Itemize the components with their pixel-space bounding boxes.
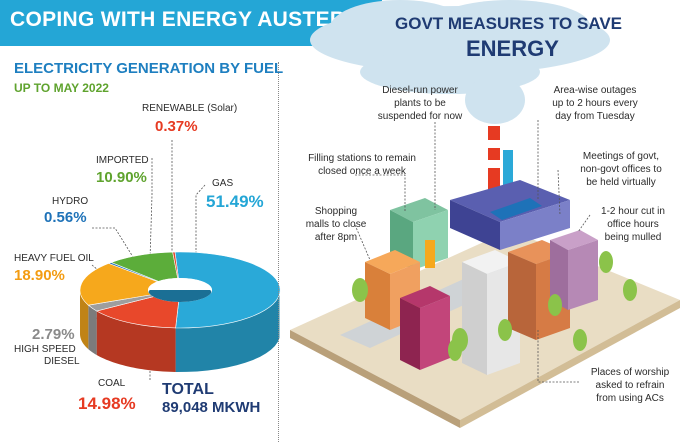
chart-title: ELECTRICITY GENERATION BY FUEL <box>14 60 284 77</box>
label-renewable: RENEWABLE (Solar) <box>142 103 238 114</box>
cloud-shape <box>310 0 610 124</box>
label-hydro: HYDRO <box>52 196 89 207</box>
label-heavy-fuel-oil: HEAVY FUEL OIL <box>14 253 94 264</box>
slice-side-1 <box>96 311 176 372</box>
slice-coal <box>95 289 181 329</box>
note-office: 1-2 hour cut in office hours being mulled <box>601 206 665 243</box>
total-label: TOTAL <box>162 381 214 398</box>
note-outages: Area-wise outages up to 2 hours every day … <box>552 85 638 122</box>
city-illustration <box>290 0 680 428</box>
value-heavy-fuel-oil: 18.90% <box>14 267 65 284</box>
slice-side-0 <box>175 293 280 372</box>
note-filling: Filling stations to remain closed once a … <box>308 153 416 177</box>
measures-title-energy: ENERGY <box>466 36 559 61</box>
note-shopping: Shopping malls to close after 8pm <box>305 206 367 243</box>
measures-title: GOVT MEASURES TO SAVE <box>395 14 623 33</box>
label-imported: IMPORTED <box>96 155 149 166</box>
slice-gas <box>174 251 281 329</box>
page-title: COPING WITH ENERGY AUSTERITY <box>10 8 379 31</box>
note-diesel: Diesel-run power plants to be suspended fo… <box>377 85 463 122</box>
value-coal: 14.98% <box>78 394 136 413</box>
slice-side-2 <box>88 305 97 355</box>
value-gas: 51.49% <box>206 192 264 211</box>
value-hydro: 0.56% <box>44 209 87 226</box>
note-worship: Places of worship asked to refrain from us… <box>590 367 670 404</box>
slice-heavy-fuel-oil <box>79 263 182 306</box>
divider <box>278 62 279 442</box>
value-high-speed-diesel: 2.79% <box>32 326 75 343</box>
value-imported: 10.90% <box>96 169 147 186</box>
label-diesel: DIESEL <box>44 356 80 367</box>
total-value: 89,048 MKWH <box>162 399 261 416</box>
slice-side-3 <box>80 290 89 350</box>
donut-chart <box>79 251 281 372</box>
label-gas: GAS <box>212 178 234 189</box>
label-high-speed: HIGH SPEED <box>14 344 76 355</box>
donut-hole-top <box>148 278 212 294</box>
note-meetings: Meetings of govt, non-govt offices to be h… <box>580 151 662 188</box>
label-coal: COAL <box>98 378 126 389</box>
chart-subtitle: UP TO MAY 2022 <box>14 81 109 95</box>
value-renewable: 0.37% <box>155 118 198 135</box>
donut-hole-wall <box>148 290 212 302</box>
